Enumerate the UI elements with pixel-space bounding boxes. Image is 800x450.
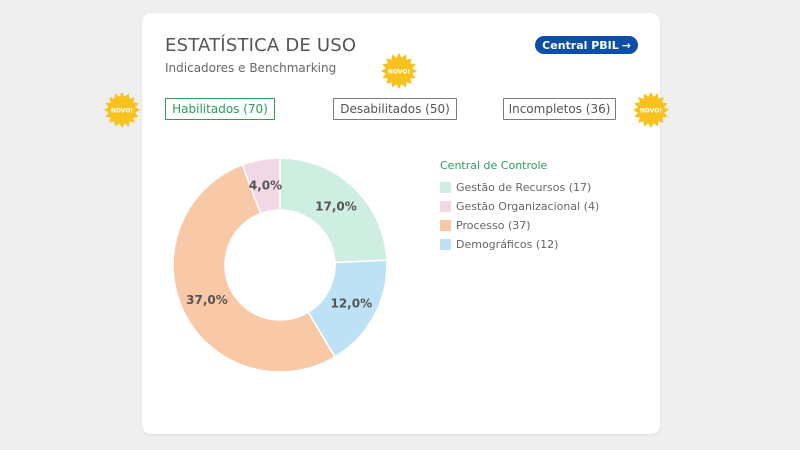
card-subtitle: Indicadores e Benchmarking — [165, 61, 337, 75]
central-pbil-label: Central PBIL — [542, 38, 619, 52]
legend-label: Demográficos (12) — [456, 238, 559, 251]
arrow-right-icon: → — [621, 38, 631, 52]
central-pbil-button[interactable]: Central PBIL → — [535, 36, 638, 54]
legend-title: Central de Controle — [440, 159, 548, 172]
tab-habilitados[interactable]: Habilitados (70) — [165, 98, 275, 120]
new-badge-icon: NOVO! — [103, 91, 141, 129]
new-badge-label: NOVO! — [640, 108, 662, 115]
new-badge-label: NOVO! — [388, 69, 410, 76]
donut-data-label: 17,0% — [315, 200, 357, 214]
starburst-shape — [104, 92, 140, 128]
starburst-shape — [381, 53, 417, 89]
legend-swatch — [440, 239, 451, 250]
legend-swatch — [440, 182, 451, 193]
donut-slice-3[interactable] — [172, 163, 336, 373]
legend-label: Processo (37) — [456, 219, 531, 232]
usage-donut-chart: 17,0% 12,0% 37,0% 4,0% — [170, 155, 390, 379]
donut-data-label: 4,0% — [249, 178, 282, 192]
legend-swatch — [440, 201, 451, 212]
tab-incompletos[interactable]: Incompletos (36) — [503, 98, 616, 120]
new-badge-icon: NOVO! — [380, 52, 418, 90]
legend-item-demograficos[interactable]: Demográficos (12) — [440, 235, 599, 254]
donut-data-label: 37,0% — [186, 293, 228, 307]
legend-swatch — [440, 220, 451, 231]
legend-item-gestao-organizacional[interactable]: Gestão Organizacional (4) — [440, 197, 599, 216]
tab-desabilitados[interactable]: Desabilitados (50) — [333, 98, 457, 120]
card-title: ESTATÍSTICA DE USO — [165, 35, 357, 56]
donut-slice-2[interactable] — [241, 157, 281, 215]
chart-legend: Central de Controle Gestão de Recursos (… — [440, 159, 599, 254]
donut-slice-1[interactable] — [279, 157, 388, 264]
legend-item-gestao-recursos[interactable]: Gestão de Recursos (17) — [440, 178, 599, 197]
starburst-shape — [633, 92, 669, 128]
legend-item-processo[interactable]: Processo (37) — [440, 216, 599, 235]
legend-label: Gestão de Recursos (17) — [456, 181, 592, 194]
legend-label: Gestão Organizacional (4) — [456, 200, 600, 213]
new-badge-icon: NOVO! — [632, 91, 670, 129]
new-badge-label: NOVO! — [111, 108, 133, 115]
donut-data-label: 12,0% — [330, 296, 372, 310]
